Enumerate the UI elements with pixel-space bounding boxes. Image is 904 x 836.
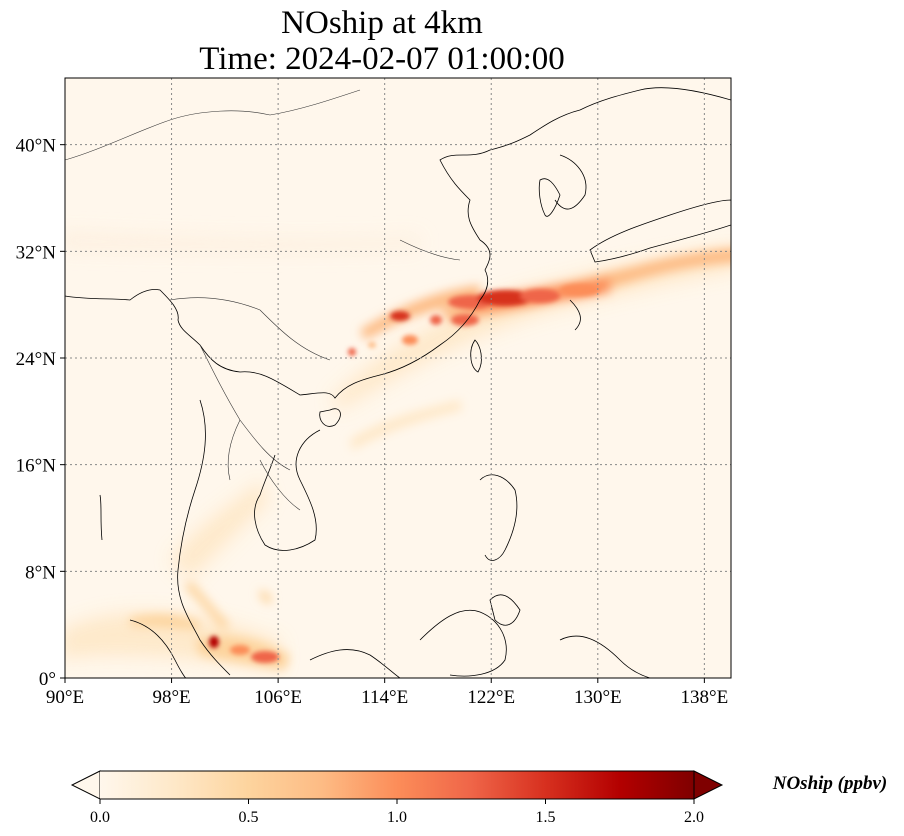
country-borders [65, 89, 461, 511]
lon-tick-label: 122°E [467, 687, 515, 708]
colorbar-tick-label: 1.5 [536, 809, 556, 826]
gridlines [65, 78, 731, 678]
lon-tick-label: 106°E [254, 687, 302, 708]
latitude-axis: 0° 8°N 16°N 24°N 32°N 40°N [16, 136, 65, 690]
lon-tick-label: 114°E [361, 687, 408, 708]
lon-tick-label: 138°E [681, 687, 729, 708]
colorbar-bar [100, 771, 694, 799]
lat-tick-label: 24°N [16, 349, 57, 370]
lon-tick-label: 90°E [46, 687, 84, 708]
concentration-field [65, 78, 731, 678]
coastlines [65, 87, 731, 678]
colorbar-ticks: 0.0 0.5 1.0 1.5 2.0 [90, 799, 704, 826]
colorbar-tick-label: 0.0 [90, 809, 110, 826]
lon-tick-label: 130°E [574, 687, 622, 708]
map-frame [64, 77, 732, 679]
map-background [65, 78, 731, 678]
colorbar-extend-min [70, 770, 101, 800]
colorbar-tick-label: 2.0 [684, 809, 704, 826]
lat-tick-label: 32°N [16, 242, 57, 263]
map-subtitle-time: Time: 2024-02-07 01:00:00 [199, 41, 565, 77]
map-title: NOship at 4km [281, 5, 483, 41]
colorbar-tick-label: 1.0 [387, 809, 407, 826]
lat-tick-label: 40°N [16, 136, 57, 157]
lat-tick-label: 16°N [16, 456, 57, 477]
colorbar-title: NOship (ppbv) [772, 773, 888, 794]
lat-tick-label: 0° [39, 669, 56, 690]
lat-tick-label: 8°N [25, 562, 56, 583]
colorbar-extend-max [693, 770, 724, 800]
lon-tick-label: 98°E [152, 687, 190, 708]
longitude-axis: 90°E 98°E 106°E 114°E 122°E 130°E 138°E [46, 678, 728, 708]
colorbar: 0.0 0.5 1.0 1.5 2.0 NOship (ppbv) [70, 770, 888, 826]
colorbar-tick-label: 0.5 [239, 809, 259, 826]
